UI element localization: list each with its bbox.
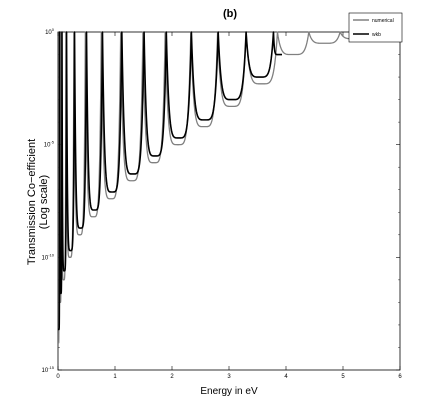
y-axis-label: Transmission Co−efficient: [26, 139, 38, 265]
chart-title: (b): [223, 8, 237, 20]
legend-label-numerical: numerical: [372, 18, 394, 24]
x-tick-label: 6: [398, 374, 402, 380]
x-tick-label: 3: [227, 374, 231, 380]
y-tick-label: 10-15: [42, 365, 55, 374]
y-tick-label: 10-10: [42, 252, 55, 261]
series-line-numerical: [57, 31, 381, 344]
y-tick-label: 100: [45, 27, 55, 36]
legend: numerical wkb: [348, 12, 403, 43]
x-tick-label: 0: [56, 374, 60, 380]
x-axis-label: Energy in eV: [200, 386, 258, 397]
x-tick-label: 5: [341, 374, 345, 380]
y-axis-label-scale: (Log scale): [38, 175, 50, 229]
legend-label-wkb: wkb: [372, 32, 381, 38]
x-tick-label: 2: [170, 374, 174, 380]
series-line-wkb: [57, 31, 283, 331]
legend-box: [348, 12, 403, 43]
plot-area: 0 1 2 3 4 5 6 100 10-5 10-10 10-15: [42, 27, 403, 380]
x-tick-label: 4: [284, 374, 288, 380]
y-tick-label: 10-5: [44, 140, 55, 149]
plot-frame: [57, 31, 401, 371]
x-tick-label: 1: [113, 374, 117, 380]
